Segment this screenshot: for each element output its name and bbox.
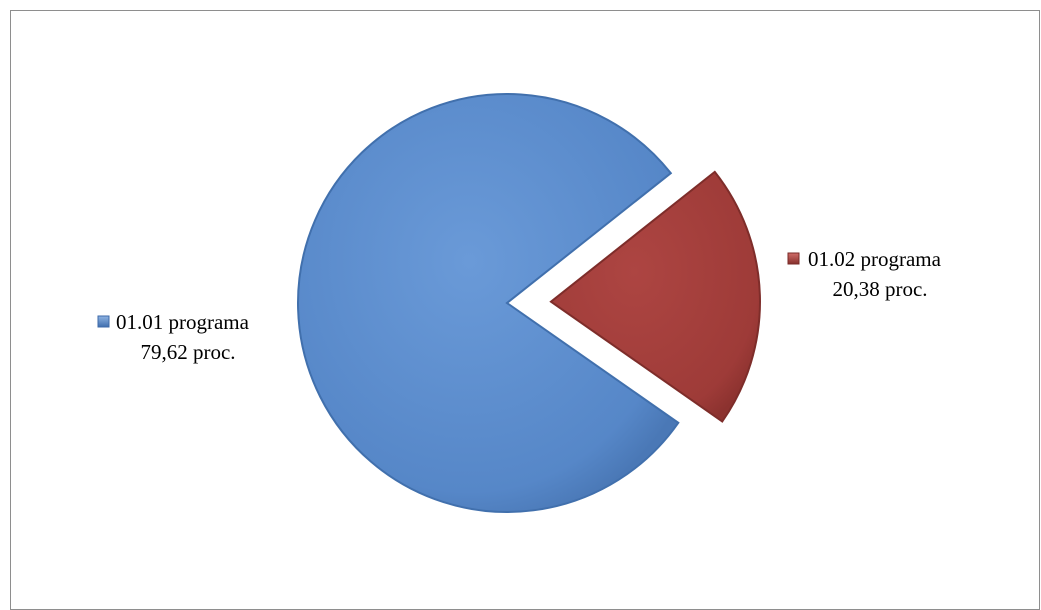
data-label-name-01-02: 01.02 programa (808, 247, 942, 271)
data-label-01-02-programa: 01.02 programa 20,38 proc. (787, 247, 942, 301)
legend-key-01-01-programa (97, 315, 110, 328)
pie-slice-01-02-programa (549, 170, 761, 423)
data-label-value-01-01: 79,62 proc. (140, 340, 235, 364)
data-label-value-01-02: 20,38 proc. (832, 277, 927, 301)
data-label-01-01-programa: 01.01 programa 79,62 proc. (97, 310, 250, 364)
data-label-name-01-01: 01.01 programa (116, 310, 250, 334)
legend-key-01-02-programa (787, 252, 800, 265)
pie-slice-01-01-programa (297, 93, 680, 513)
pie-chart: 01.01 programa 79,62 proc. 01.02 program… (97, 93, 942, 513)
